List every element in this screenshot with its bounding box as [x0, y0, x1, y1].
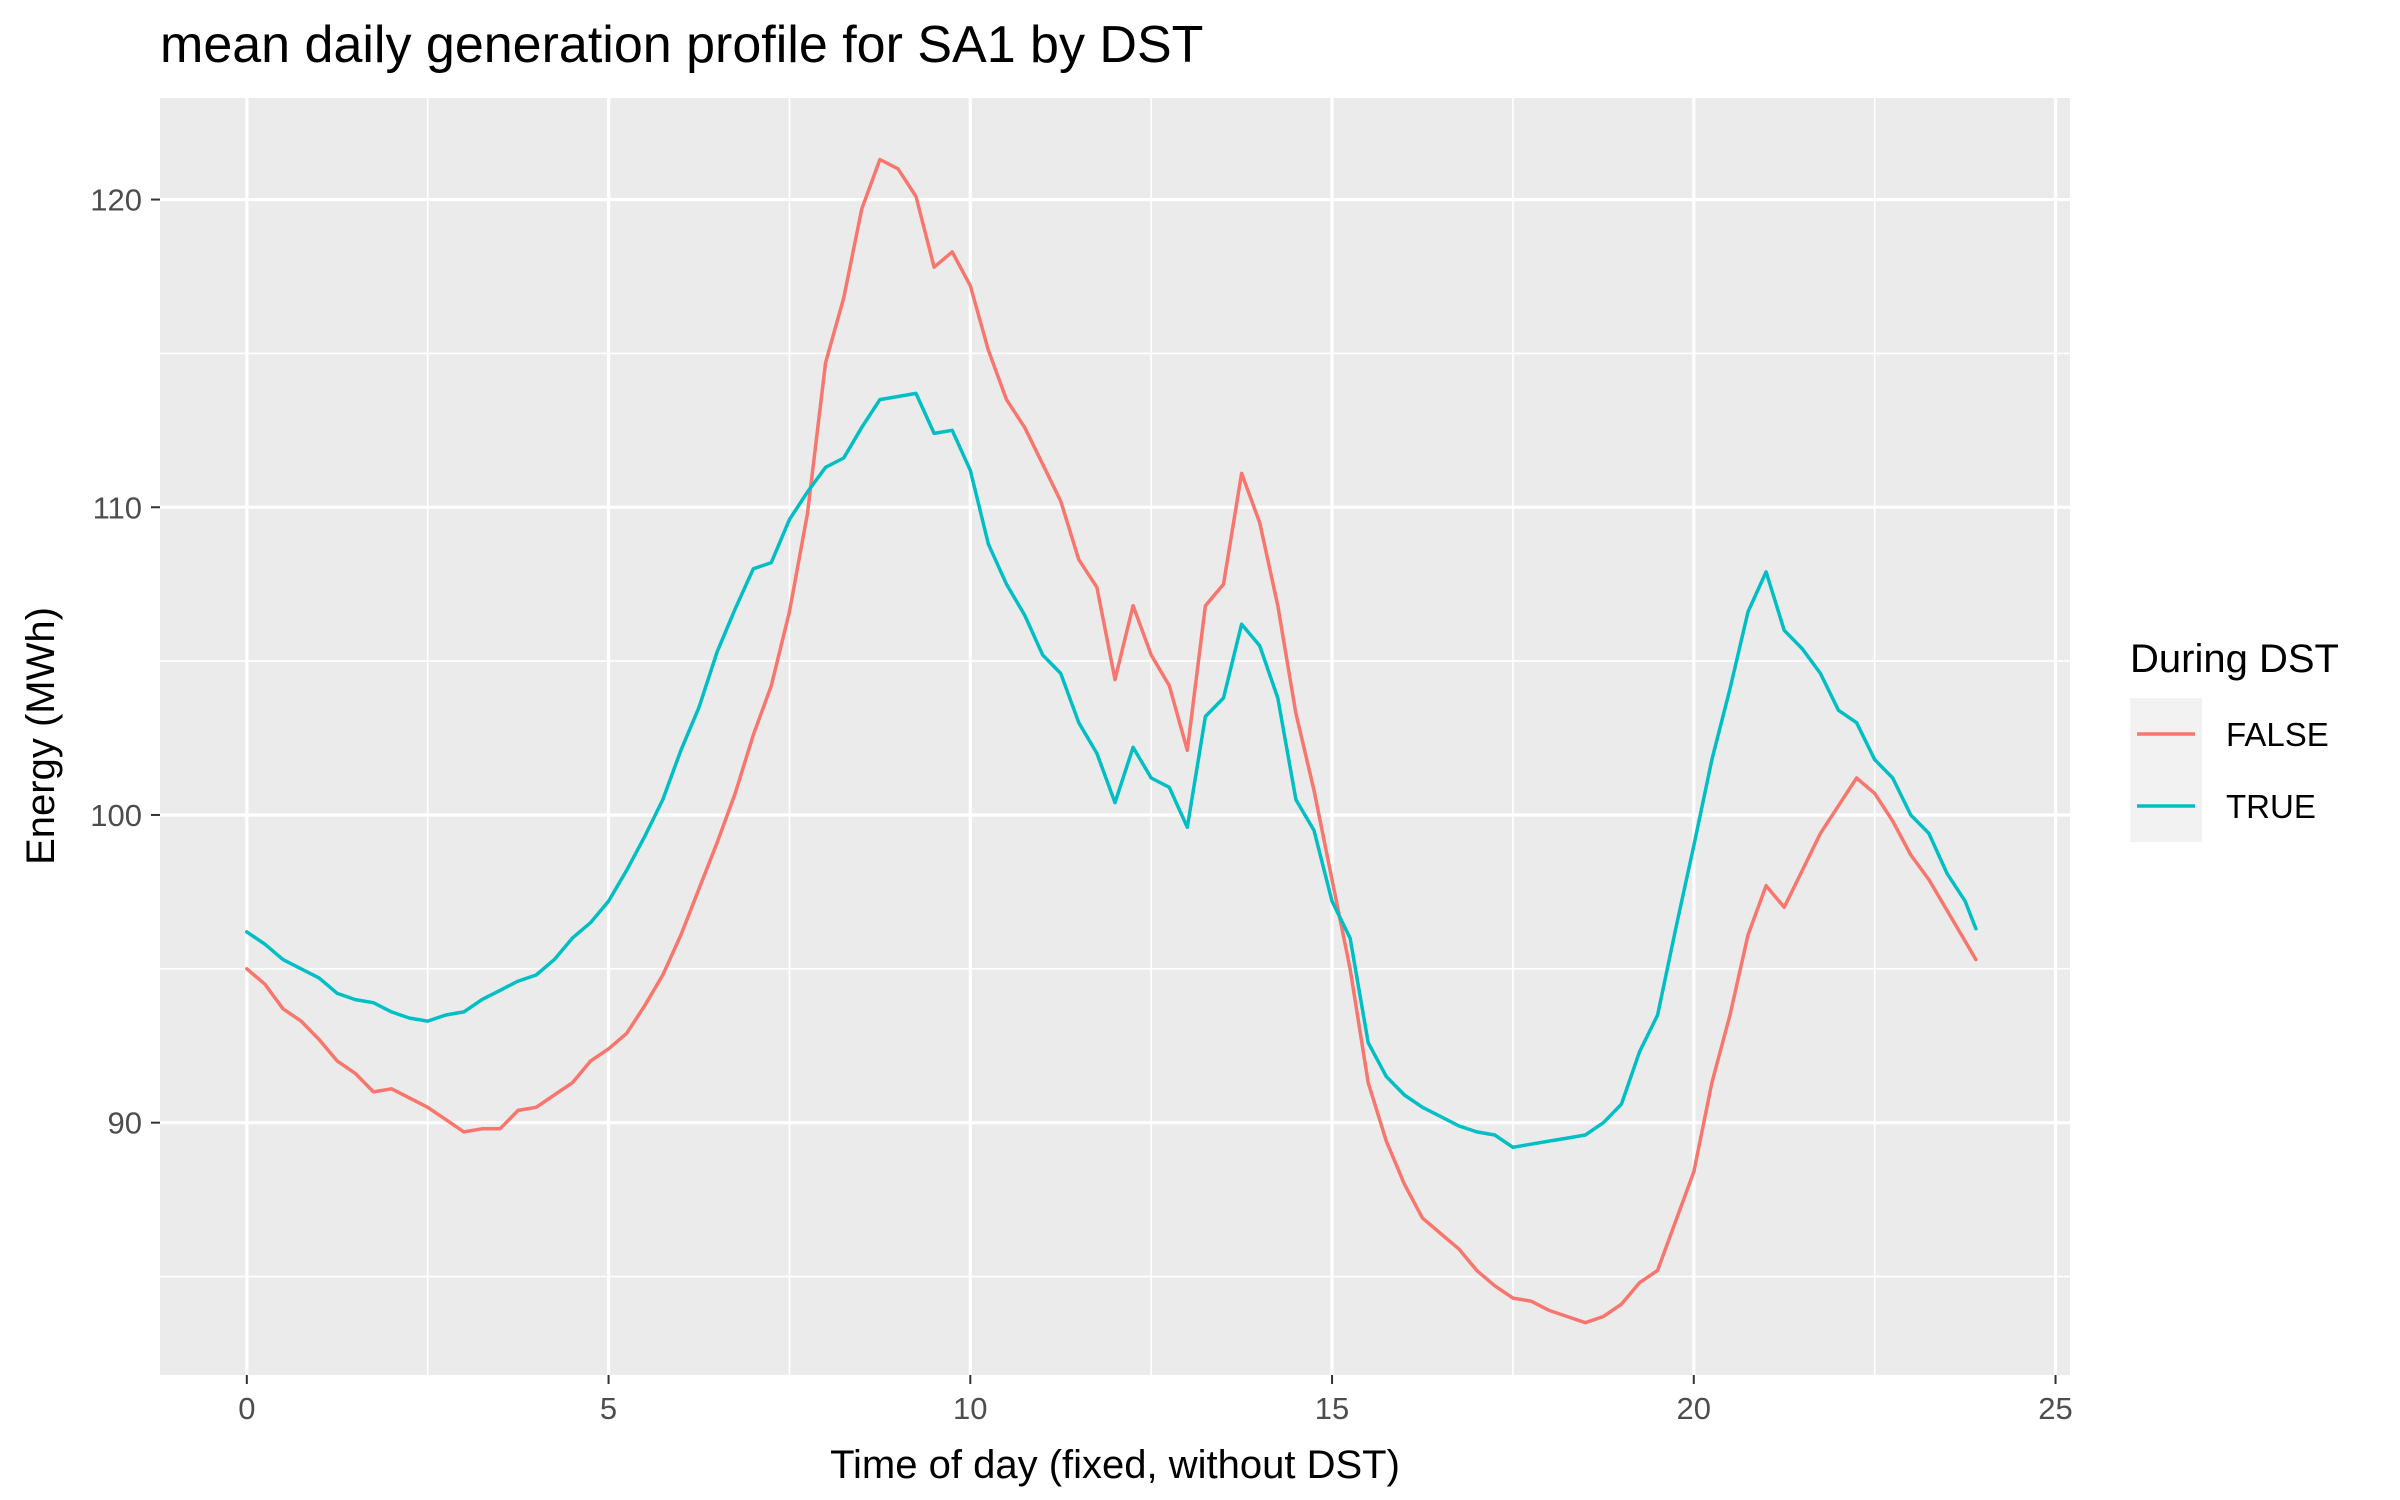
series-lines — [245, 157, 1978, 1325]
x-tick-label: 5 — [600, 1391, 617, 1426]
plot-panel — [160, 98, 2070, 1375]
x-tick-label: 25 — [2038, 1391, 2072, 1426]
x-tick-label: 0 — [238, 1391, 255, 1426]
x-tick-label: 20 — [1677, 1391, 1711, 1426]
x-axis: 0 5 10 15 20 25 — [238, 1375, 2073, 1426]
y-tick-label: 120 — [90, 183, 142, 218]
y-tick-label: 90 — [108, 1106, 142, 1141]
y-tick-label: 100 — [90, 798, 142, 833]
major-gridlines — [160, 98, 2070, 1375]
series-line-true — [245, 391, 1978, 1150]
series-line-false — [245, 157, 1978, 1325]
minor-gridlines — [160, 98, 2070, 1375]
y-axis: 90 100 110 120 — [90, 183, 160, 1141]
y-tick-label: 110 — [93, 490, 142, 525]
legend-label-false: FALSE — [2226, 716, 2329, 753]
legend: During DST FALSE TRUE — [2130, 637, 2339, 842]
legend-label-true: TRUE — [2226, 788, 2316, 825]
x-tick-label: 10 — [953, 1391, 987, 1426]
x-tick-label: 15 — [1315, 1391, 1349, 1426]
chart-title: mean daily generation profile for SA1 by… — [160, 16, 1203, 74]
legend-title: During DST — [2130, 637, 2339, 681]
y-axis-title: Energy (MWh) — [19, 607, 63, 865]
x-axis-title: Time of day (fixed, without DST) — [830, 1443, 1400, 1487]
